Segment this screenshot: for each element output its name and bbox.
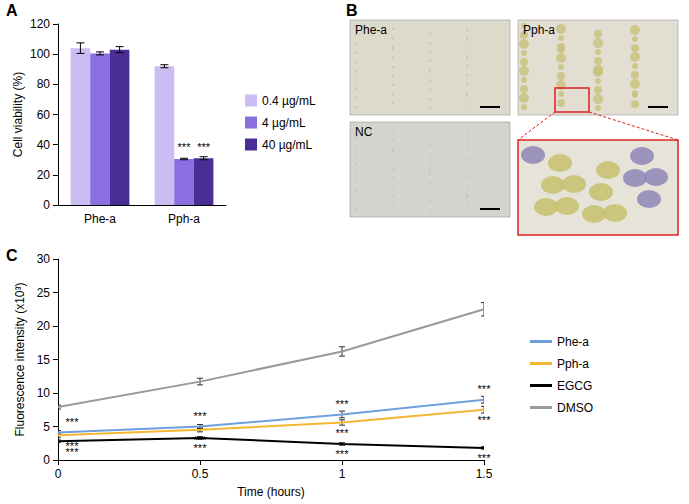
svg-text:Pph-a: Pph-a: [523, 23, 555, 37]
svg-text:120: 120: [30, 17, 50, 31]
svg-text:40 µg/mL: 40 µg/mL: [262, 138, 313, 152]
svg-text:Phe-a: Phe-a: [557, 335, 589, 349]
svg-text:0: 0: [55, 467, 62, 481]
svg-text:EGCG: EGCG: [557, 379, 592, 393]
svg-text:40: 40: [37, 138, 51, 152]
html-text:C: C: [6, 247, 18, 264]
svg-text:80: 80: [37, 77, 51, 91]
svg-text:Phe-a: Phe-a: [84, 212, 116, 226]
svg-text:***: ***: [66, 446, 80, 458]
svg-text:4 µg/mL: 4 µg/mL: [262, 116, 306, 130]
svg-text:Pph-a: Pph-a: [168, 212, 200, 226]
svg-text:***: ***: [478, 383, 492, 395]
svg-text:***: ***: [478, 414, 492, 426]
svg-text:Time (hours): Time (hours): [237, 485, 305, 499]
svg-text:10: 10: [37, 386, 51, 400]
svg-text:5: 5: [43, 420, 50, 434]
svg-text:***: ***: [336, 448, 350, 460]
svg-text:***: ***: [194, 410, 208, 422]
html-text:A: A: [6, 2, 18, 19]
svg-text:Pph-a: Pph-a: [557, 357, 589, 371]
svg-text:1: 1: [339, 467, 346, 481]
svg-text:0: 0: [43, 198, 50, 212]
svg-text:***: ***: [336, 398, 350, 410]
svg-text:***: ***: [197, 141, 211, 153]
svg-text:Phe-a: Phe-a: [355, 23, 387, 37]
svg-text:***: ***: [336, 427, 350, 439]
svg-text:0: 0: [43, 453, 50, 467]
svg-text:20: 20: [37, 168, 51, 182]
svg-text:NC: NC: [355, 125, 373, 139]
svg-text:0.4 µg/mL: 0.4 µg/mL: [262, 94, 316, 108]
html-text:B: B: [346, 2, 358, 19]
svg-text:***: ***: [66, 416, 80, 428]
svg-text:60: 60: [37, 108, 51, 122]
svg-text:1.5: 1.5: [476, 467, 493, 481]
svg-text:25: 25: [37, 286, 51, 300]
svg-text:***: ***: [178, 141, 192, 153]
svg-text:Fluorescence intensity (x10³): Fluorescence intensity (x10³): [13, 282, 27, 436]
svg-text:30: 30: [37, 252, 51, 266]
svg-text:100: 100: [30, 47, 50, 61]
svg-text:20: 20: [37, 319, 51, 333]
svg-text:15: 15: [37, 353, 51, 367]
svg-text:***: ***: [478, 452, 492, 464]
svg-text:Cell viability (%): Cell viability (%): [11, 72, 25, 157]
svg-text:DMSO: DMSO: [557, 401, 593, 415]
svg-text:0.5: 0.5: [192, 467, 209, 481]
svg-text:***: ***: [194, 442, 208, 454]
